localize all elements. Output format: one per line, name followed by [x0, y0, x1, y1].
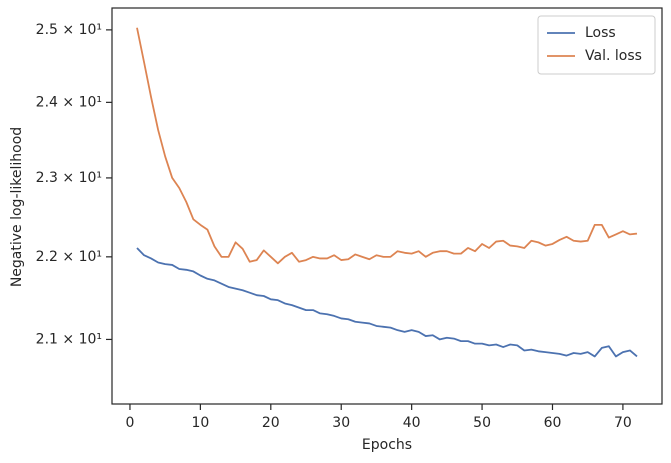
- legend-box: [537, 15, 656, 75]
- y-tick-label: 2.3 × 10¹: [36, 170, 102, 186]
- legend-label: Loss: [585, 25, 616, 41]
- plot-frame: [111, 7, 663, 405]
- x-tick-label: 50: [473, 415, 491, 431]
- line-series: [136, 27, 638, 265]
- y-tick-label: 2.4 × 10¹: [36, 94, 102, 110]
- x-tick-label: 30: [332, 415, 350, 431]
- x-tick-label: 40: [403, 415, 421, 431]
- x-tick-label: 0: [125, 415, 134, 431]
- y-axis-label: Negative log-likelihood: [9, 127, 25, 287]
- y-tick-label: 2.5 × 10¹: [36, 22, 102, 38]
- x-axis-label: Epochs: [362, 437, 412, 453]
- y-tick-label: 2.1 × 10¹: [36, 331, 102, 347]
- x-tick-label: 70: [614, 415, 632, 431]
- y-tick-label: 2.2 × 10¹: [36, 249, 102, 265]
- legend-label: Val. loss: [585, 48, 642, 64]
- x-tick-label: 60: [544, 415, 562, 431]
- x-tick-label: 20: [262, 415, 280, 431]
- line-series: [136, 247, 638, 358]
- x-tick-label: 10: [191, 415, 209, 431]
